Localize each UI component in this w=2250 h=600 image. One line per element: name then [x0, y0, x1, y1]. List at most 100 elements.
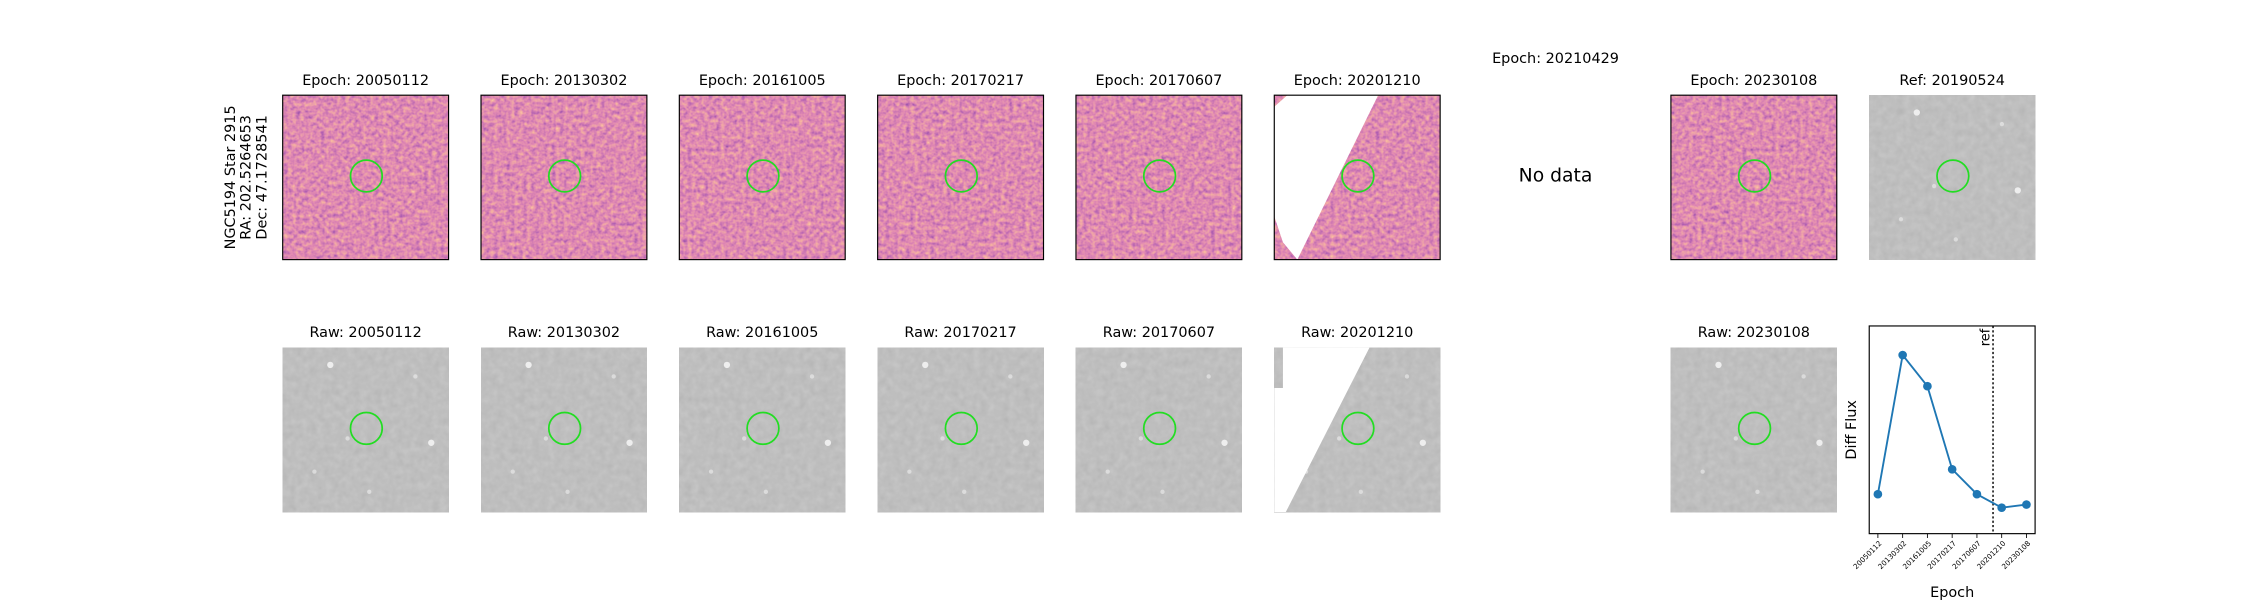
aperture-circle — [944, 411, 979, 446]
panel-title: Epoch: 20201210 — [1294, 73, 1421, 89]
star — [1105, 469, 1110, 474]
star — [907, 469, 912, 474]
star — [1008, 374, 1013, 379]
star — [1160, 489, 1165, 494]
frame — [282, 94, 450, 261]
data-point — [2022, 500, 2031, 509]
aperture-circle — [1341, 411, 1375, 446]
data-point — [1923, 381, 1932, 391]
panel-title: Epoch: 20050112 — [302, 73, 429, 89]
aperture-circle — [944, 159, 979, 193]
star — [312, 469, 317, 474]
aperture-circle — [1341, 159, 1375, 193]
aperture-circle — [1142, 159, 1177, 193]
target-line: NGC5194 Star 2915 — [223, 105, 239, 249]
panel-title: Raw: 20130302 — [508, 325, 620, 341]
star — [1206, 374, 1211, 379]
aperture-circle — [1737, 411, 1772, 446]
target-line: Dec: 47.1728541 — [255, 115, 271, 239]
star — [626, 439, 633, 446]
aperture-circle — [1737, 159, 1772, 193]
ref-image — [1869, 95, 2036, 260]
star — [525, 361, 532, 369]
target-line: RA: 202.5264653 — [239, 115, 255, 240]
aperture-circle — [746, 411, 780, 446]
star — [428, 439, 435, 446]
raw-image — [282, 347, 449, 513]
panel-title: Epoch: 20230108 — [1690, 73, 1817, 89]
star — [1953, 237, 1958, 242]
star — [327, 361, 334, 369]
star — [742, 436, 747, 441]
y-axis-label: Diff Flux — [1844, 400, 1860, 460]
raw-image — [1670, 347, 1837, 513]
frame — [1273, 94, 1441, 261]
diff-image — [282, 95, 449, 260]
aperture-circle — [1142, 411, 1177, 446]
star — [345, 436, 350, 441]
frame — [877, 94, 1045, 261]
star — [1023, 439, 1030, 446]
frame — [678, 94, 846, 261]
diff-image — [481, 95, 647, 260]
panel-title: Raw: 20170607 — [1103, 325, 1215, 341]
panel-title: Epoch: 20170607 — [1095, 73, 1222, 89]
star — [962, 489, 967, 494]
star — [824, 439, 832, 446]
star — [922, 361, 929, 369]
star — [367, 489, 372, 494]
data-point — [1972, 489, 1982, 499]
panel-title: Ref: 20190524 — [1899, 73, 2005, 89]
ref-label: ref — [1978, 328, 1993, 346]
diff-image — [679, 95, 846, 260]
no-data: No data — [1519, 165, 1593, 186]
aperture-circle — [349, 159, 384, 193]
raw-image — [481, 347, 647, 513]
no-coverage — [1274, 95, 1379, 260]
star — [1733, 436, 1738, 441]
diff-image — [1075, 95, 1242, 260]
no-coverage — [1274, 347, 1370, 513]
panel-title: Raw: 20230108 — [1698, 325, 1810, 341]
star — [809, 374, 815, 379]
aperture-circle — [746, 159, 780, 193]
data-point — [1873, 489, 1883, 499]
star — [1755, 489, 1760, 494]
star — [1816, 439, 1823, 446]
panel-title: Epoch: 20161005 — [699, 73, 826, 89]
star — [1404, 374, 1410, 379]
x-axis-label: Epoch — [1930, 585, 1974, 600]
plot-frame — [1868, 325, 2036, 535]
aperture-circle — [349, 411, 384, 446]
data-point — [1898, 350, 1907, 360]
data-point — [1947, 464, 1957, 474]
panel-title: Raw: 20170217 — [904, 325, 1016, 341]
star — [565, 489, 570, 494]
aperture-circle — [1936, 159, 1970, 193]
star — [1999, 121, 2005, 127]
star — [763, 489, 769, 494]
data-point — [1997, 503, 2007, 513]
diff-image — [877, 95, 1044, 260]
series-line — [1876, 352, 2027, 509]
star — [940, 436, 945, 441]
star — [1120, 361, 1127, 369]
star — [1913, 109, 1921, 116]
star — [611, 374, 616, 379]
star — [1358, 489, 1363, 494]
panel-title: Epoch: 20130302 — [501, 73, 628, 89]
panel-title: Raw: 20050112 — [309, 325, 421, 341]
star — [1931, 183, 1937, 189]
star — [2014, 187, 2021, 194]
star — [1337, 436, 1342, 441]
raw-image — [877, 347, 1044, 513]
star — [510, 469, 515, 474]
star — [1221, 439, 1228, 446]
star — [543, 436, 549, 441]
raw-image — [679, 347, 846, 513]
star — [708, 469, 714, 474]
panel-title: Raw: 20161005 — [706, 325, 818, 341]
aperture-circle — [547, 159, 582, 193]
